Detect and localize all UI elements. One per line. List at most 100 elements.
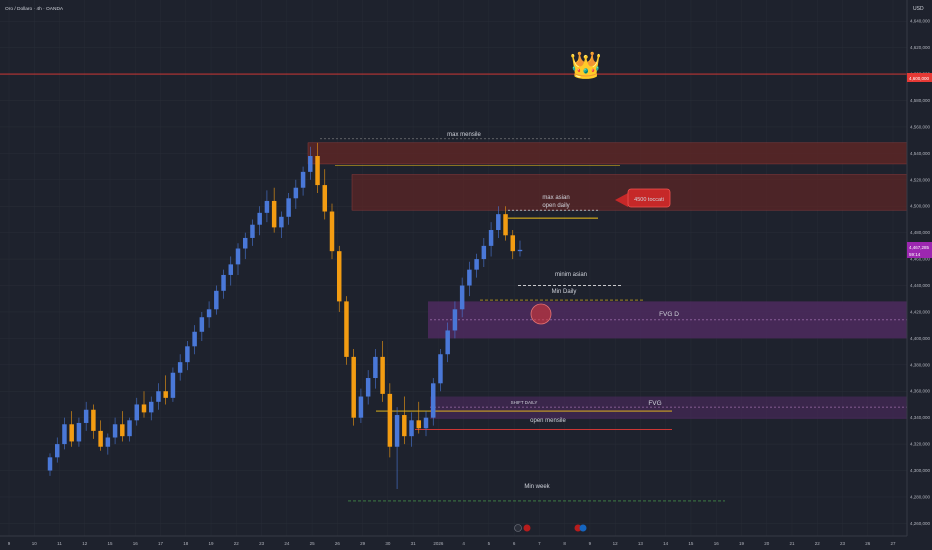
event-icon[interactable] (514, 524, 522, 532)
candle-body (221, 274, 226, 291)
candle[interactable] (293, 179, 299, 209)
candle[interactable] (286, 193, 291, 225)
candle-body (503, 214, 508, 236)
candle[interactable] (257, 206, 262, 236)
price-tick-label: 4,280,000 (910, 494, 931, 499)
label-min-week: Min week (524, 484, 550, 490)
candle[interactable] (474, 253, 479, 278)
candle[interactable] (300, 166, 306, 196)
candle[interactable] (214, 285, 219, 315)
candle[interactable] (235, 243, 241, 275)
candle[interactable] (91, 404, 96, 439)
candle[interactable] (134, 397, 140, 426)
flag-icon[interactable] (574, 524, 582, 532)
candle[interactable] (76, 417, 82, 447)
label-open-mensile: open mensile (530, 418, 566, 424)
candle[interactable] (170, 367, 176, 402)
candle[interactable] (459, 277, 465, 318)
candle[interactable] (242, 232, 248, 260)
candle[interactable] (351, 348, 356, 426)
candle[interactable] (148, 396, 154, 421)
candle[interactable] (517, 240, 523, 257)
candle[interactable] (271, 187, 277, 233)
candle-body (242, 237, 248, 249)
candle[interactable] (481, 237, 487, 268)
candle-body (105, 437, 111, 447)
candle[interactable] (112, 417, 118, 445)
candle[interactable] (279, 211, 284, 238)
candle[interactable] (329, 203, 335, 260)
candles[interactable] (47, 142, 523, 490)
candle[interactable] (69, 411, 74, 447)
candle[interactable] (402, 396, 407, 445)
candle[interactable] (503, 206, 508, 241)
candle[interactable] (496, 206, 501, 238)
candle[interactable] (467, 261, 472, 297)
candle[interactable] (308, 146, 313, 180)
candle[interactable] (452, 301, 458, 339)
candle-body (409, 420, 414, 437)
candle-body (300, 171, 306, 188)
candle[interactable] (264, 190, 270, 223)
candle[interactable] (141, 391, 147, 418)
candle-body (47, 457, 53, 471)
candle[interactable] (394, 407, 400, 490)
time-axis[interactable]: 9 10 11 12 15 16 17 18 19 22 23 24 25 26 29 30 31 2026 4 5 6… (8, 541, 896, 546)
candle[interactable] (380, 341, 385, 402)
candle-body (336, 251, 342, 302)
candle[interactable] (156, 383, 161, 410)
candle[interactable] (336, 245, 342, 312)
price-tag-countdown: 59:14 (909, 252, 921, 257)
candle[interactable] (127, 417, 132, 442)
candle[interactable] (221, 269, 226, 299)
candle[interactable] (322, 169, 328, 220)
candle[interactable] (177, 354, 183, 381)
candle[interactable] (228, 256, 234, 286)
candle[interactable] (373, 348, 378, 389)
candle[interactable] (105, 433, 111, 455)
candle[interactable] (62, 417, 67, 450)
candle[interactable] (83, 401, 89, 431)
candle[interactable] (163, 375, 168, 405)
candle[interactable] (430, 378, 436, 426)
flag-icon[interactable] (579, 524, 587, 532)
candle[interactable] (206, 301, 212, 328)
label-fvg: FVG (648, 400, 661, 407)
candle[interactable] (344, 296, 349, 365)
candle[interactable] (199, 311, 205, 342)
candle[interactable] (510, 230, 516, 260)
candle[interactable] (416, 401, 422, 434)
candle-body (315, 156, 320, 186)
candle[interactable] (98, 420, 103, 451)
candle[interactable] (315, 142, 320, 194)
candle[interactable] (365, 370, 371, 405)
candle[interactable] (488, 222, 494, 257)
time-tick-label: 8 (563, 541, 566, 546)
candle-body (250, 224, 255, 238)
candle-body (192, 331, 197, 347)
candle[interactable] (445, 322, 450, 363)
flag-icon[interactable] (523, 524, 531, 532)
callout-4500-toccati[interactable]: 4500 toccati (615, 188, 671, 208)
candle[interactable] (54, 437, 60, 463)
time-tick-label: 20 (764, 541, 770, 546)
price-axis[interactable]: 4,640,000 4,620,000 4,600,000 4,580,000 4,56… (910, 19, 931, 526)
symbol-title: Oro / Dollaro · 4h · OANDA (5, 6, 64, 12)
candle[interactable] (438, 348, 443, 392)
candle[interactable] (192, 325, 197, 355)
candle[interactable] (250, 219, 255, 246)
label-max-mensile: max mensile (447, 132, 481, 138)
candle[interactable] (409, 412, 414, 447)
time-tick-label: 18 (183, 541, 189, 546)
time-tick-label: 14 (663, 541, 669, 546)
price-tag-current-text: 4,467,285 (909, 245, 930, 250)
candle[interactable] (358, 388, 364, 423)
candle[interactable] (185, 341, 190, 371)
time-tick-label: 22 (234, 541, 240, 546)
candle[interactable] (387, 383, 393, 458)
candle[interactable] (423, 411, 429, 437)
candle[interactable] (47, 453, 53, 476)
candle[interactable] (120, 411, 125, 442)
